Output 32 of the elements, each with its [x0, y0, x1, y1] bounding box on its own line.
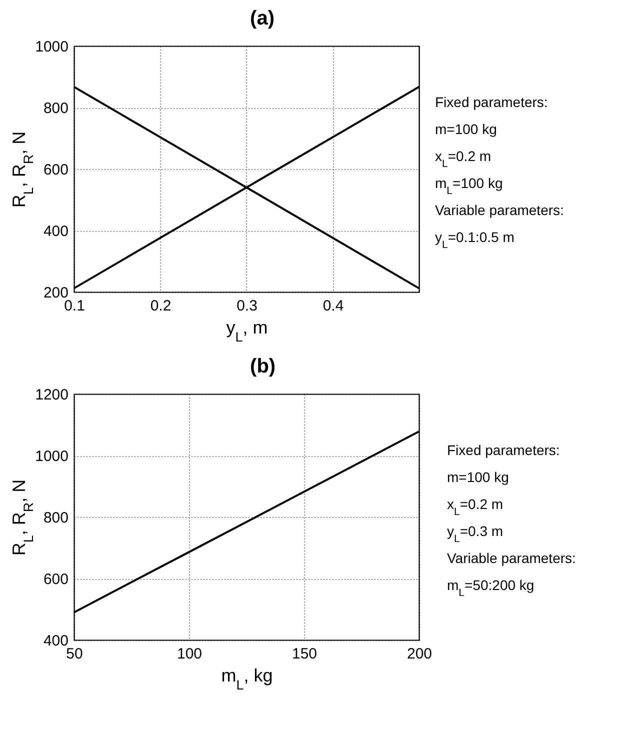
x-tick-label: 0.3: [236, 298, 258, 314]
text: y$_{L}$=0.3 m: [447, 523, 504, 545]
y-tick-label: 800: [43, 510, 68, 526]
chart-title: (b): [250, 355, 276, 378]
text: Variable parameters:: [447, 550, 576, 566]
y-tick-label: 400: [43, 223, 68, 240]
y-tick-label: 400: [43, 632, 68, 650]
text: x$_{L}$=0.2 m: [447, 496, 504, 518]
chart-title: (a): [250, 7, 274, 30]
x-tick-label: 0.4: [322, 298, 344, 314]
y-tick-label: 600: [43, 571, 68, 588]
text: Fixed parameters:: [447, 442, 560, 458]
text: m=100 kg: [435, 121, 497, 137]
text: x$_{L}$=0.2 m: [435, 148, 492, 170]
x-tick-label: 150: [292, 646, 318, 662]
y-tick-label: 1000: [35, 448, 68, 465]
x-tick-label: 0.2: [150, 298, 172, 314]
x-tick-label: 200: [406, 646, 432, 662]
x-axis-title: m$_{L}$, kg: [221, 666, 273, 692]
y-tick-label: 800: [43, 100, 68, 117]
y-tick-label: 1200: [35, 386, 68, 404]
x-axis-title: y$_{L}$, m: [226, 318, 268, 344]
y-tick-label: 600: [43, 162, 68, 178]
text: y$_{L}$=0.1:0.5 m: [435, 229, 514, 251]
y-tick-label: 1000: [35, 38, 68, 56]
text: m=100 kg: [447, 469, 509, 485]
text: m$_{L}$=100 kg: [435, 175, 503, 197]
x-tick-label: 50: [66, 646, 83, 662]
x-tick-label: 100: [176, 646, 202, 662]
text: m$_{L}$=50:200 kg: [447, 577, 534, 599]
text: Variable parameters:: [435, 202, 564, 218]
text: Fixed parameters:: [435, 94, 548, 110]
